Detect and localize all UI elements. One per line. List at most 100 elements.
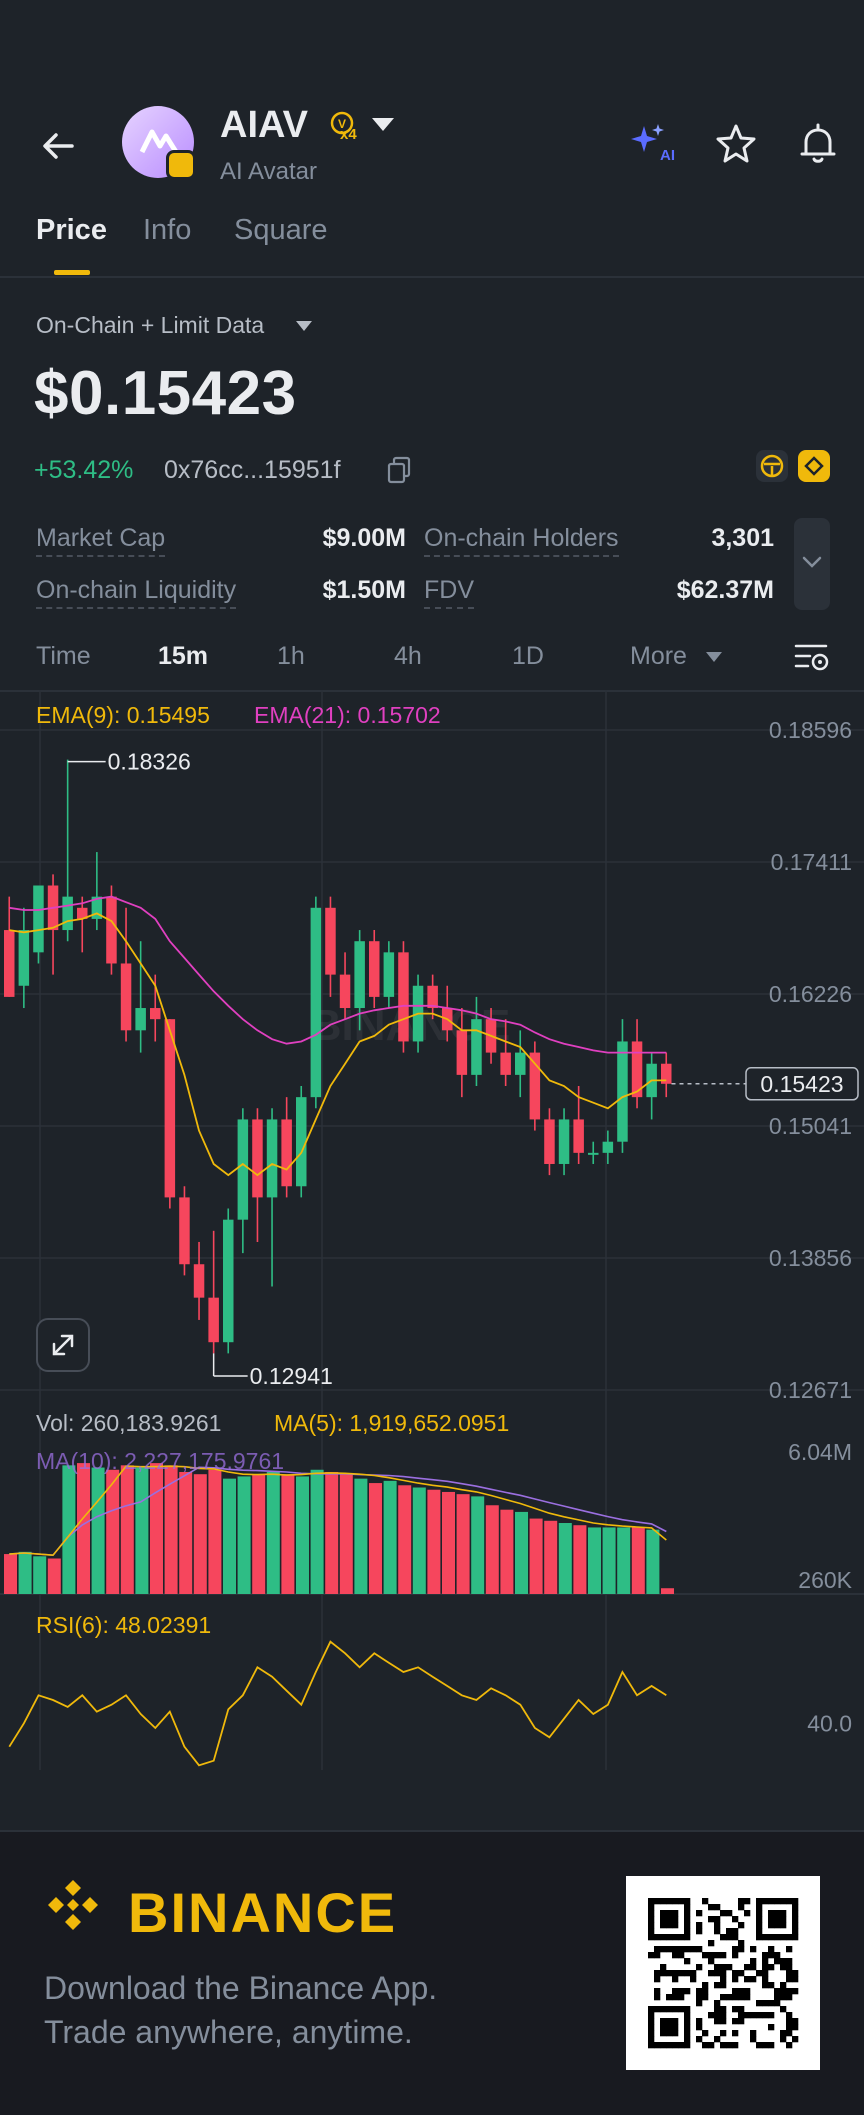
holders-label: On-chain Holders bbox=[424, 524, 619, 557]
ema9-label: EMA(9): 0.15495 bbox=[36, 702, 210, 728]
volume-bar bbox=[237, 1476, 251, 1594]
tabs-divider bbox=[0, 276, 864, 278]
volume-bar bbox=[661, 1588, 674, 1594]
volume-bar bbox=[398, 1485, 412, 1594]
alert-button[interactable] bbox=[794, 120, 842, 168]
footer-tagline-1: Download the Binance App. bbox=[44, 1970, 438, 2006]
volume-bar bbox=[529, 1518, 543, 1594]
volume-bar bbox=[369, 1483, 382, 1594]
interval-1h[interactable]: 1h bbox=[277, 642, 305, 670]
volume-bar bbox=[456, 1494, 470, 1594]
volume-bar bbox=[62, 1465, 76, 1594]
candle-body bbox=[252, 1119, 263, 1198]
volume-bar bbox=[325, 1471, 339, 1594]
volume-bar bbox=[515, 1511, 528, 1594]
volume-bar bbox=[544, 1520, 558, 1594]
tab-info[interactable]: Info bbox=[143, 214, 192, 246]
volume-bar bbox=[4, 1554, 17, 1594]
candle-body bbox=[427, 985, 438, 1009]
source-dropdown-icon[interactable] bbox=[296, 321, 312, 331]
liquidity-value: $1.50M bbox=[322, 576, 406, 604]
chart-settings-button[interactable] bbox=[792, 640, 832, 676]
volume-bar bbox=[339, 1474, 353, 1594]
stats-expand-button[interactable] bbox=[794, 518, 830, 610]
more-dropdown-icon[interactable] bbox=[706, 652, 722, 662]
qr-code-image bbox=[648, 1898, 799, 2049]
volume-bar bbox=[179, 1471, 193, 1594]
candle-body bbox=[544, 1119, 555, 1164]
footer-tagline-2: Trade anywhere, anytime. bbox=[44, 2014, 413, 2050]
candle-body bbox=[281, 1119, 292, 1187]
candle-body bbox=[266, 1119, 278, 1198]
volume-bar bbox=[150, 1463, 163, 1594]
candle-body bbox=[193, 1264, 205, 1298]
liquidity-label: On-chain Liquidity bbox=[36, 576, 237, 609]
low-price-label: 0.12941 bbox=[250, 1363, 333, 1389]
candle-body bbox=[398, 952, 409, 1042]
back-button[interactable] bbox=[38, 124, 82, 168]
candle-body bbox=[456, 1030, 468, 1075]
interval-more[interactable]: More bbox=[630, 642, 687, 670]
volume-bar bbox=[164, 1465, 178, 1594]
fullscreen-button[interactable] bbox=[36, 1318, 90, 1372]
price-tick-label: 0.13856 bbox=[769, 1245, 852, 1271]
interval-15m[interactable]: 15m bbox=[158, 642, 209, 670]
volume-bar bbox=[193, 1474, 207, 1594]
download-qr-code[interactable] bbox=[626, 1876, 820, 2070]
volume-bar bbox=[573, 1525, 587, 1594]
verified-badge: V bbox=[328, 110, 362, 144]
tab-price[interactable]: Price bbox=[36, 214, 107, 246]
candle-body bbox=[515, 1052, 526, 1075]
chart-settings-icon bbox=[794, 644, 829, 671]
current-price: $0.15423 bbox=[34, 359, 297, 428]
candle-body bbox=[62, 896, 73, 931]
active-tab-indicator bbox=[54, 270, 90, 275]
candle-body bbox=[150, 1008, 161, 1020]
copy-icon[interactable] bbox=[386, 456, 412, 484]
volume-bar bbox=[485, 1505, 499, 1594]
candle-body bbox=[573, 1119, 584, 1153]
candle-body bbox=[339, 974, 351, 1009]
favorite-button[interactable] bbox=[712, 120, 760, 168]
candle-body bbox=[354, 941, 365, 1009]
volume-bar bbox=[266, 1471, 280, 1594]
ai-button[interactable]: AI bbox=[628, 120, 676, 168]
interval-time[interactable]: Time bbox=[36, 642, 91, 670]
rsi-tick: 40.0 bbox=[807, 1710, 852, 1736]
volume-bar bbox=[18, 1551, 32, 1594]
price-tick-label: 0.12671 bbox=[769, 1377, 852, 1403]
volume-bar bbox=[33, 1556, 47, 1594]
volume-bar bbox=[135, 1467, 149, 1594]
volume-top-tick: 6.04M bbox=[788, 1439, 852, 1465]
rsi-label: RSI(6): 48.02391 bbox=[36, 1612, 212, 1638]
candle-body bbox=[558, 1119, 570, 1164]
candle-body bbox=[77, 907, 88, 919]
volume-bar bbox=[602, 1527, 616, 1594]
price-chart[interactable]: 0.18596 0.17411 0.16226 0.15041 0.13856 0.126… bbox=[0, 690, 864, 1810]
volume-bar bbox=[106, 1469, 120, 1594]
candle-body bbox=[4, 930, 15, 997]
volume-bar bbox=[646, 1529, 660, 1594]
star-icon bbox=[716, 124, 756, 163]
chevron-down-icon[interactable] bbox=[372, 118, 394, 131]
candle-body bbox=[471, 1019, 482, 1075]
fdv-value: $62.37M bbox=[676, 576, 774, 604]
chart-top-divider bbox=[0, 690, 864, 692]
bell-icon bbox=[800, 123, 836, 163]
interval-1d[interactable]: 1D bbox=[512, 642, 544, 670]
data-source-selector[interactable]: On-Chain + Limit Data bbox=[36, 312, 265, 338]
candle-body bbox=[296, 1097, 307, 1187]
holders-value: 3,301 bbox=[711, 524, 774, 552]
candle-body bbox=[310, 907, 322, 1098]
market-cap-label: Market Cap bbox=[36, 524, 166, 557]
volume-bar bbox=[442, 1491, 455, 1594]
volume-bar bbox=[252, 1474, 266, 1594]
current-price-tag-label: 0.15423 bbox=[760, 1071, 843, 1097]
price-tick-label: 0.15041 bbox=[769, 1113, 852, 1139]
candle-body bbox=[164, 1019, 176, 1198]
tab-square[interactable]: Square bbox=[234, 214, 328, 246]
svg-text:V: V bbox=[338, 117, 346, 131]
interval-4h[interactable]: 4h bbox=[394, 642, 422, 670]
volume-bar bbox=[500, 1509, 514, 1594]
back-arrow-icon bbox=[43, 133, 74, 159]
